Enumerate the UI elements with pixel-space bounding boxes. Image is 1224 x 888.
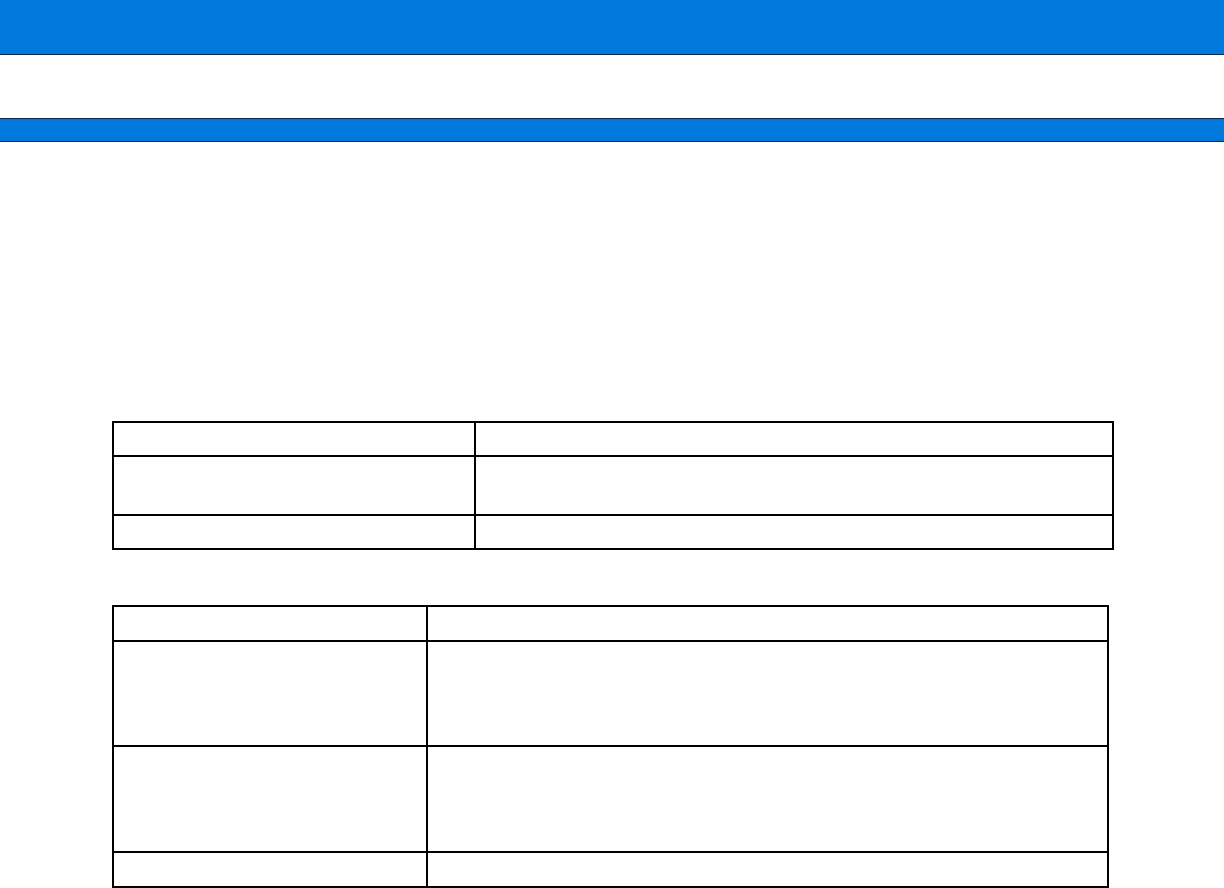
- table-row: [112, 421, 1114, 457]
- table-row: [112, 745, 1109, 853]
- table-cell: [112, 745, 428, 853]
- table-cell: [112, 421, 476, 457]
- table-cell: [112, 640, 428, 747]
- table-2: [112, 605, 1109, 888]
- table-cell: [426, 851, 1109, 888]
- table-cell: [426, 640, 1109, 747]
- table-cell: [474, 421, 1114, 457]
- top-header-bar: [0, 0, 1224, 55]
- table-cell: [474, 455, 1114, 516]
- table-cell: [112, 851, 428, 888]
- table-row: [112, 851, 1109, 888]
- table-row: [112, 455, 1114, 516]
- table-cell: [112, 605, 428, 642]
- table-row: [112, 640, 1109, 747]
- table-cell: [112, 514, 476, 550]
- table-cell: [474, 514, 1114, 550]
- table-cell: [112, 455, 476, 516]
- table-cell: [426, 745, 1109, 853]
- table-cell: [426, 605, 1109, 642]
- table-row: [112, 514, 1114, 550]
- table-1: [112, 421, 1114, 550]
- table-row: [112, 605, 1109, 642]
- section-bar: [0, 118, 1224, 142]
